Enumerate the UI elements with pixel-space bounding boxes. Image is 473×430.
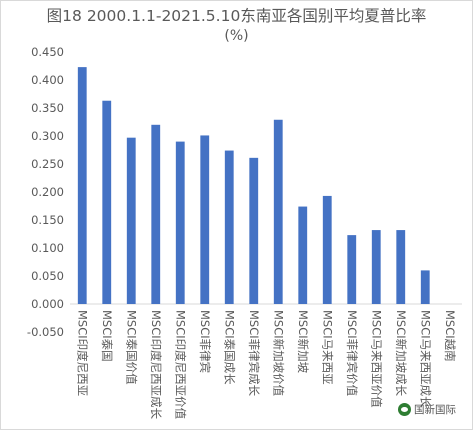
bar xyxy=(224,150,234,304)
category-label: MSCI马来西亚价值 xyxy=(369,310,383,408)
bar xyxy=(420,270,430,304)
bar xyxy=(396,230,406,304)
bar xyxy=(126,137,136,304)
bar xyxy=(102,100,112,304)
category-label: MSCI印度尼西亚 xyxy=(75,310,89,396)
bar xyxy=(322,195,332,304)
category-label: MSCI新加坡成长 xyxy=(394,310,408,397)
category-label: MSCI印度尼西亚价值 xyxy=(173,310,187,420)
bar xyxy=(273,119,283,304)
y-tick-label: 0.150 xyxy=(31,213,64,227)
bar xyxy=(77,67,87,305)
y-tick-label: 0.300 xyxy=(31,129,64,143)
category-label: MSCI印度尼西亚成长 xyxy=(149,310,163,420)
bar xyxy=(151,124,161,304)
y-tick-label: 0.200 xyxy=(31,185,64,199)
wechat-icon xyxy=(398,403,411,416)
category-label: MSCI新加坡 xyxy=(296,310,310,374)
y-tick-label: 0.400 xyxy=(31,73,64,87)
watermark: 国新国际 xyxy=(398,402,456,417)
category-label: MSCI菲律宾价值 xyxy=(345,310,359,397)
chart-title: 图18 2000.1.1-2021.5.10东南亚各国别平均夏普比率 (%) xyxy=(0,6,473,46)
bar xyxy=(200,135,210,304)
category-label: MSCI菲律宾 xyxy=(198,310,212,373)
category-label: MSCI马来西亚 xyxy=(320,310,334,385)
category-label: MSCI泰国价值 xyxy=(124,310,138,385)
bar xyxy=(298,206,308,304)
y-tick-label: 0.000 xyxy=(31,297,64,311)
bar xyxy=(371,230,381,304)
bar xyxy=(347,235,357,304)
bar xyxy=(175,141,185,304)
y-tick-label: 0.450 xyxy=(31,45,64,59)
category-label: MSCI泰国成长 xyxy=(222,310,236,385)
category-label: MSCI泰国 xyxy=(100,310,114,362)
category-label: MSCI菲律宾成长 xyxy=(247,310,261,397)
y-tick-label: 0.350 xyxy=(31,101,64,115)
chart-title-line1: 图18 2000.1.1-2021.5.10东南亚各国别平均夏普比率 xyxy=(46,7,427,25)
chart-title-unit: (%) xyxy=(224,28,249,44)
y-tick-label: 0.100 xyxy=(31,241,64,255)
watermark-text: 国新国际 xyxy=(414,404,456,416)
category-label: MSCI越南 xyxy=(443,310,457,362)
category-label: MSCI马来西亚成长 xyxy=(418,310,432,408)
y-tick-label: -0.050 xyxy=(27,325,64,339)
y-tick-label: 0.050 xyxy=(31,269,64,283)
bar xyxy=(249,157,259,304)
y-tick-label: 0.250 xyxy=(31,157,64,171)
category-label: MSCI新加坡价值 xyxy=(271,310,285,397)
